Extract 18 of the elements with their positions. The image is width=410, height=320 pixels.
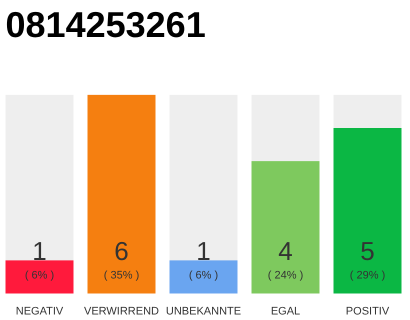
x-tick-label: POSITIV <box>346 306 390 318</box>
bar <box>170 260 238 294</box>
x-tick-label: EGAL <box>270 306 300 318</box>
x-tick-label: NEGATIV <box>16 306 64 318</box>
x-tick-label: VERWIRREND <box>84 306 160 318</box>
annotation: ( 29% ) <box>350 270 386 282</box>
bar <box>6 260 74 294</box>
annotation: ( 6% ) <box>24 270 54 282</box>
data-label: 4 <box>278 236 293 266</box>
data-label: 1 <box>196 236 211 266</box>
data-label: 1 <box>32 236 47 266</box>
x-tick-label: UNBEKANNTE <box>166 306 242 318</box>
chart-title: 0814253261 <box>6 4 206 45</box>
annotation: ( 6% ) <box>188 270 218 282</box>
annotation: ( 35% ) <box>104 270 140 282</box>
annotation: ( 24% ) <box>268 270 304 282</box>
data-label: 6 <box>114 236 129 266</box>
data-label: 5 <box>360 236 375 266</box>
